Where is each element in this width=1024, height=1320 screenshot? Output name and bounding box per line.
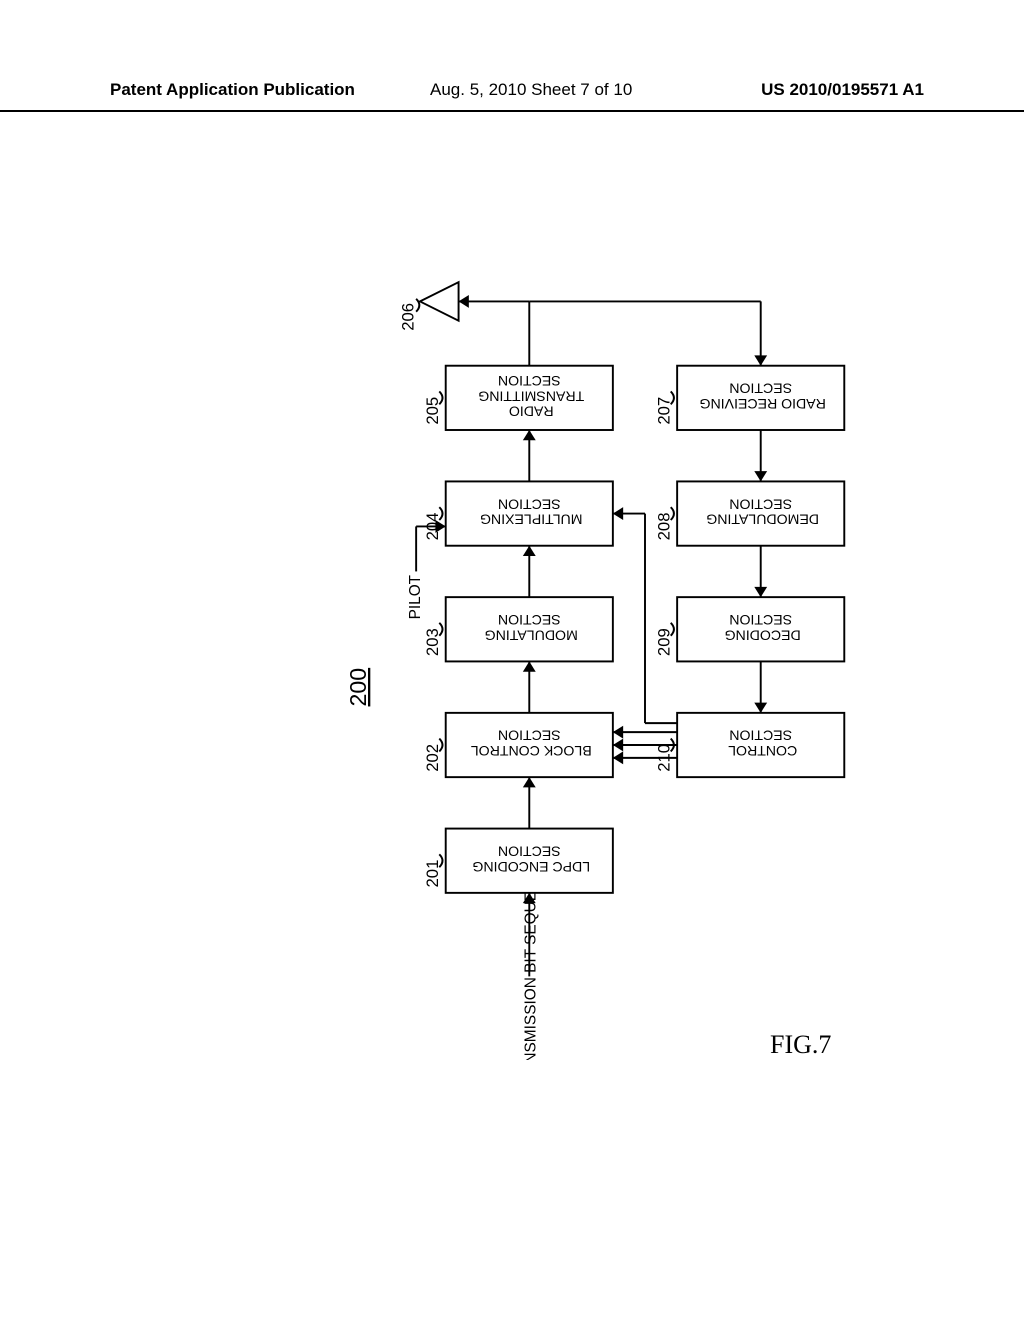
block-radio-transmitting: 205 RADIO TRANSMITTING SECTION	[423, 366, 613, 430]
svg-text:201: 201	[423, 860, 442, 888]
svg-text:208: 208	[654, 512, 673, 540]
figure-label: FIG.7	[770, 1030, 831, 1060]
block-modulating: 203 MODULATING SECTION	[423, 597, 613, 661]
svg-text:CONTROL SECTION: CONTROL SECTION	[724, 728, 797, 759]
svg-text:209: 209	[654, 628, 673, 656]
svg-text:204: 204	[423, 512, 442, 540]
block-decoding: 209 DECODING SECTION	[654, 597, 844, 661]
block-ldpc-encoding: 201 LDPC ENCODING SECTION	[423, 829, 613, 893]
header-center: Aug. 5, 2010 Sheet 7 of 10	[430, 80, 632, 100]
page-header: Patent Application Publication Aug. 5, 2…	[0, 80, 1024, 112]
header-right: US 2010/0195571 A1	[761, 80, 924, 100]
system-ref: 200	[345, 668, 371, 707]
block-multiplexing: 204 MULTIPLEXING SECTION	[423, 481, 613, 545]
pilot-label: PILOT	[407, 574, 424, 619]
svg-text:206: 206	[399, 303, 418, 331]
svg-text:203: 203	[423, 628, 442, 656]
antenna: 206	[399, 282, 459, 331]
svg-text:202: 202	[423, 744, 442, 772]
page: Patent Application Publication Aug. 5, 2…	[0, 0, 1024, 1320]
block-control: 210 CONTROL SECTION	[654, 713, 844, 777]
svg-text:DECODING SECTION: DECODING SECTION	[721, 612, 801, 643]
block-demodulating: 208 DEMODULATING SECTION	[654, 481, 844, 545]
block-radio-receiving: 207 RADIO RECEIVING SECTION	[654, 366, 844, 430]
svg-text:205: 205	[423, 397, 442, 425]
svg-text:207: 207	[654, 397, 673, 425]
block-block-control: 202 BLOCK CONTROL SECTION	[423, 713, 613, 777]
header-left: Patent Application Publication	[110, 80, 355, 100]
block-diagram: TRANSMISSION BIT SEQUENCE PILOT 200 201 …	[60, 160, 960, 1060]
